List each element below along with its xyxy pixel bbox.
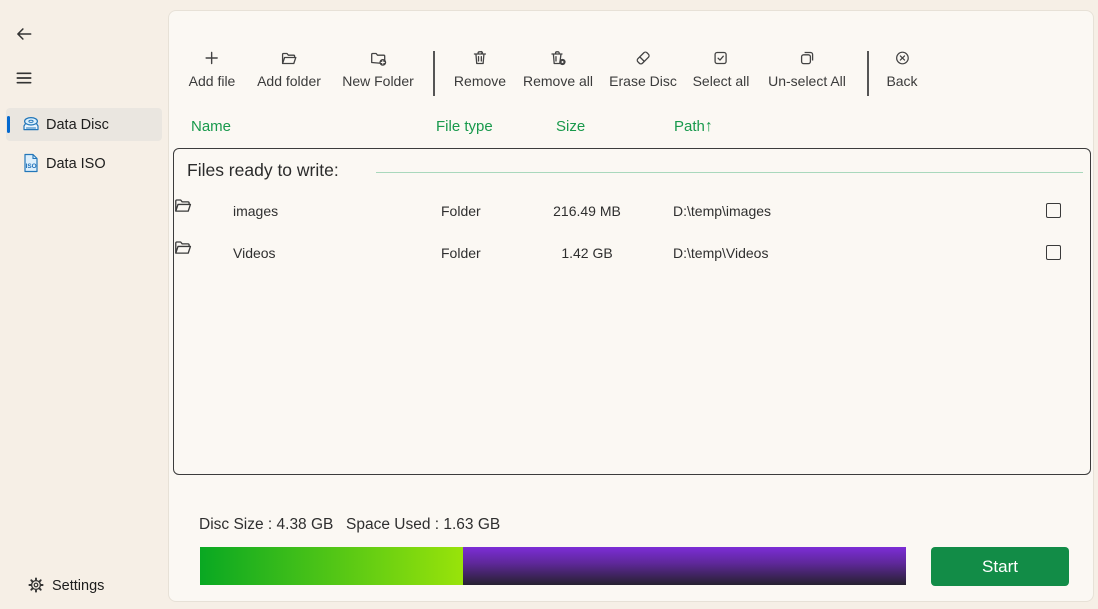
file-name: Videos [233,245,276,261]
svg-text:ISO: ISO [26,163,37,170]
back-arrow-icon [14,24,34,44]
column-header-name[interactable]: Name [191,118,232,135]
column-header-path-label: Path [674,118,705,135]
toolbar-label: New Folder [342,73,414,89]
file-path: D:\temp\Videos [673,245,769,261]
sidebar-item-label: Data Disc [46,116,109,133]
add-icon [203,49,221,67]
column-header-size[interactable]: Size [556,118,586,135]
column-header-path[interactable]: Path↑ [674,118,713,136]
space-used-label: Space Used : 1.63 GB [346,516,501,533]
group-title-rule [376,172,1083,173]
capacity-bar-used [200,547,464,585]
unselect-all-icon [798,49,816,67]
sidebar-item-data-disc[interactable]: Data Disc [6,108,162,141]
files-group-title: Files ready to write: [187,160,339,180]
select-all-button[interactable]: Select all [692,49,750,89]
unselect-all-button[interactable]: Un-select All [768,49,846,89]
back-button[interactable]: Back [886,49,918,89]
file-name: images [233,203,279,219]
erase-disc-button[interactable]: Erase Disc [609,49,677,89]
folder-icon [173,237,1091,257]
file-row-images[interactable]: images Folder 216.49 MB D:\temp\images [173,195,1091,229]
folder-icon [173,195,1091,215]
menu-toggle-button[interactable] [12,66,36,90]
file-path: D:\temp\images [673,203,772,219]
toolbar-separator [867,51,869,96]
toolbar-label: Erase Disc [609,73,677,89]
column-header-file-type[interactable]: File type [436,118,493,135]
gear-icon [26,575,48,597]
toolbar-label: Select all [692,73,750,89]
add-file-button[interactable]: Add file [188,49,236,89]
file-type: Folder [441,245,481,261]
file-type: Folder [441,203,481,219]
start-button[interactable]: Start [931,547,1069,586]
toolbar-separator [433,51,435,96]
open-folder-icon [280,49,298,67]
main-panel: Add file Add folder New Folder Remove [168,10,1094,602]
new-folder-button[interactable]: New Folder [342,49,414,89]
toolbar-label: Remove all [522,73,594,89]
nav-back-button[interactable] [12,22,36,46]
sidebar-item-settings[interactable]: Settings [6,570,162,602]
toolbar-label: Back [886,73,918,89]
toolbar-label: Un-select All [768,73,846,89]
file-size: 1.42 GB [561,245,613,261]
hamburger-icon [14,68,34,88]
files-groupbox [173,148,1091,475]
sidebar: Data Disc ISO Data ISO Settings [0,0,168,609]
row-checkbox[interactable] [1046,203,1061,218]
add-folder-button[interactable]: Add folder [257,49,321,89]
selection-accent-bar [7,116,10,133]
disc-size-label: Disc Size : 4.38 GB [199,516,334,533]
sidebar-item-data-iso[interactable]: ISO Data ISO [6,147,162,180]
file-row-videos[interactable]: Videos Folder 1.42 GB D:\temp\Videos [173,237,1091,271]
sidebar-item-label: Data ISO [46,155,106,172]
new-folder-icon [369,49,387,67]
iso-file-icon: ISO [20,152,42,174]
select-all-icon [712,49,730,67]
toolbar-label: Add file [188,73,236,89]
row-checkbox[interactable] [1046,245,1061,260]
file-size: 216.49 MB [553,203,621,219]
disc-capacity-bar [200,547,906,585]
trash-icon [471,49,489,67]
remove-all-button[interactable]: Remove all [523,49,593,89]
eraser-icon [634,49,652,67]
settings-label: Settings [52,578,105,594]
remove-button[interactable]: Remove [454,49,506,89]
sort-ascending-icon: ↑ [704,118,713,135]
disc-drive-icon [20,113,42,135]
back-close-icon [893,49,911,67]
trash-all-icon [549,49,567,67]
toolbar-label: Add folder [257,73,321,89]
toolbar-label: Remove [453,73,507,89]
